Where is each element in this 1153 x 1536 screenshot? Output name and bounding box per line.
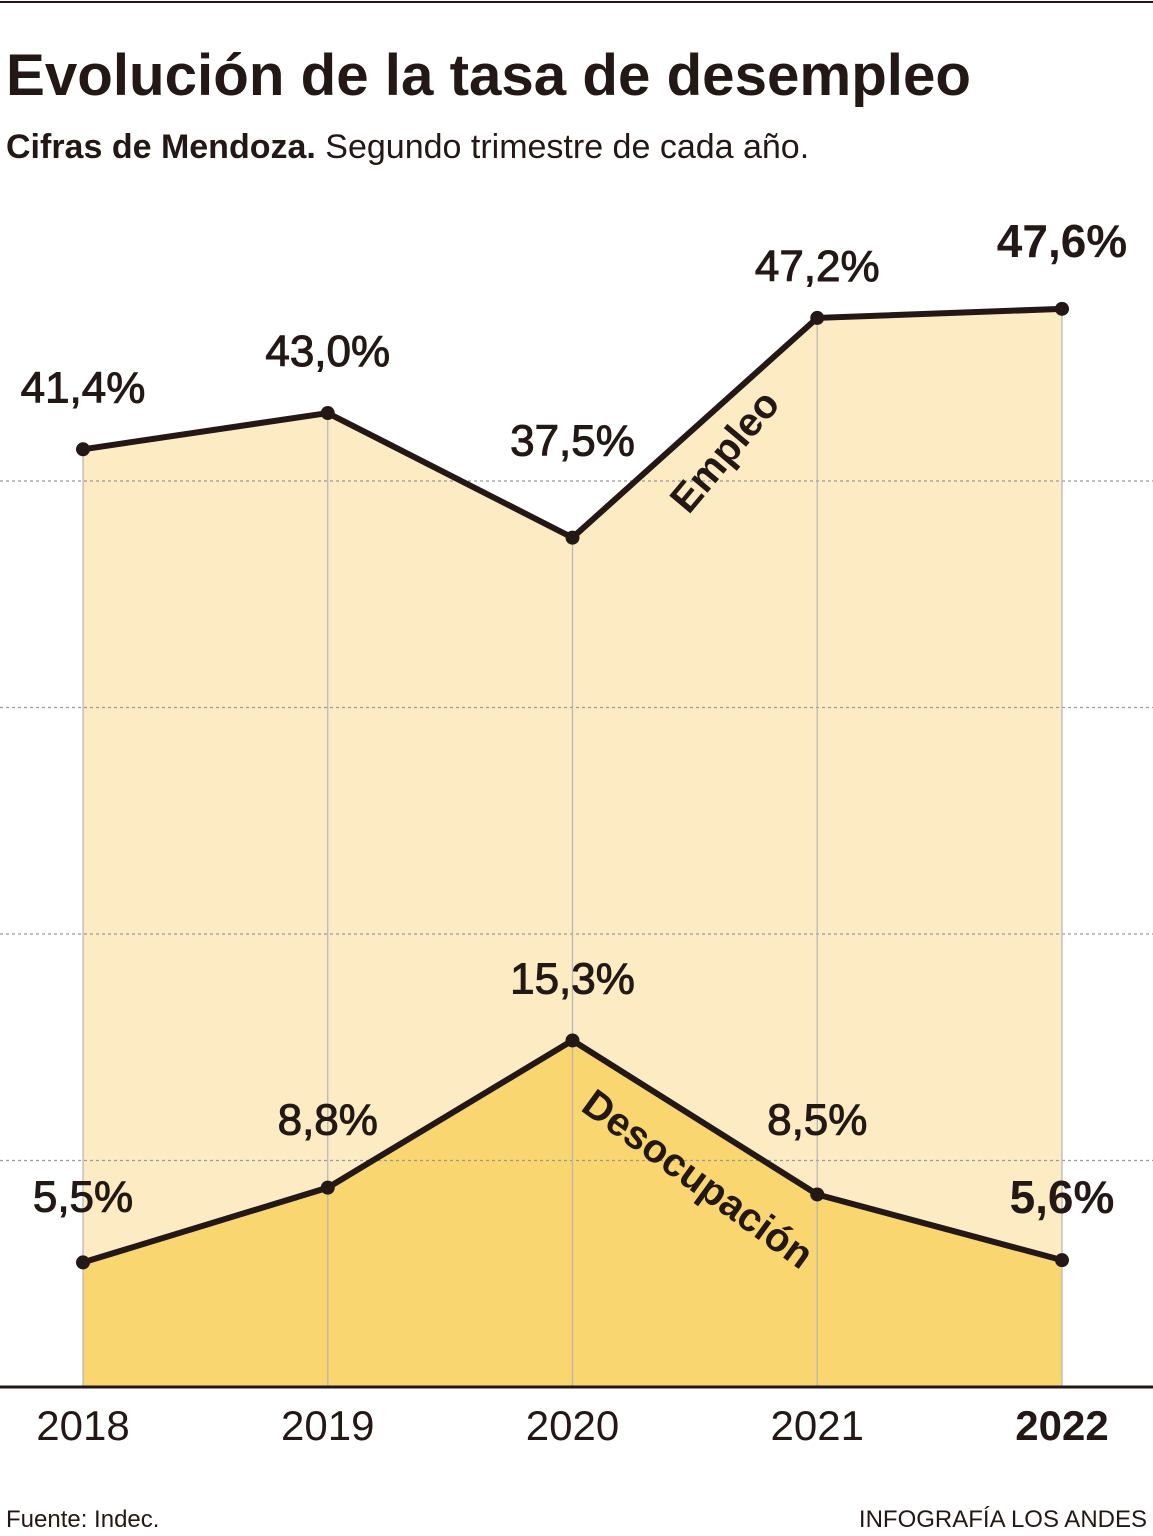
subtitle-lead: Cifras de Mendoza. <box>6 128 316 166</box>
point <box>320 1180 335 1195</box>
source: Fuente: Indec. <box>6 1506 159 1533</box>
value-label: 8,5% <box>767 1095 867 1144</box>
plot: 41,4% 43,0% 37,5% 47,2% 47,6% 5,5% 8,8% 15,3% 8,… <box>0 215 1153 1449</box>
value-label: 15,3% <box>510 954 635 1003</box>
value-label: 47,2% <box>755 242 880 291</box>
value-label: 8,8% <box>278 1096 378 1145</box>
point <box>76 1255 90 1270</box>
value-label: 43,0% <box>265 327 390 376</box>
point <box>1055 1253 1069 1268</box>
subtitle: Segundo trimestre de cada año. <box>325 128 809 166</box>
value-label: 47,6% <box>997 215 1127 267</box>
chart-title: Evolución de la tasa de desempleo <box>6 43 971 108</box>
point <box>810 310 825 325</box>
x-tick-label: 2021 <box>771 1402 864 1449</box>
x-tick-label: 2020 <box>526 1402 619 1449</box>
point <box>1055 301 1069 316</box>
value-label: 5,5% <box>33 1172 133 1221</box>
chart-subtitle: Cifras de Mendoza. Segundo trimestre de … <box>6 128 809 166</box>
value-label: 37,5% <box>510 417 635 466</box>
point <box>320 406 335 421</box>
credit: INFOGRAFÍA LOS ANDES <box>859 1506 1147 1533</box>
value-label: 5,6% <box>1010 1171 1115 1223</box>
x-tick-label: 2019 <box>281 1402 374 1449</box>
point <box>810 1187 825 1202</box>
point <box>565 1033 580 1048</box>
value-label: 41,4% <box>21 363 146 412</box>
x-tick-label: 2022 <box>1015 1402 1108 1449</box>
point <box>76 442 90 457</box>
x-tick-label: 2018 <box>36 1402 129 1449</box>
point <box>565 530 580 545</box>
